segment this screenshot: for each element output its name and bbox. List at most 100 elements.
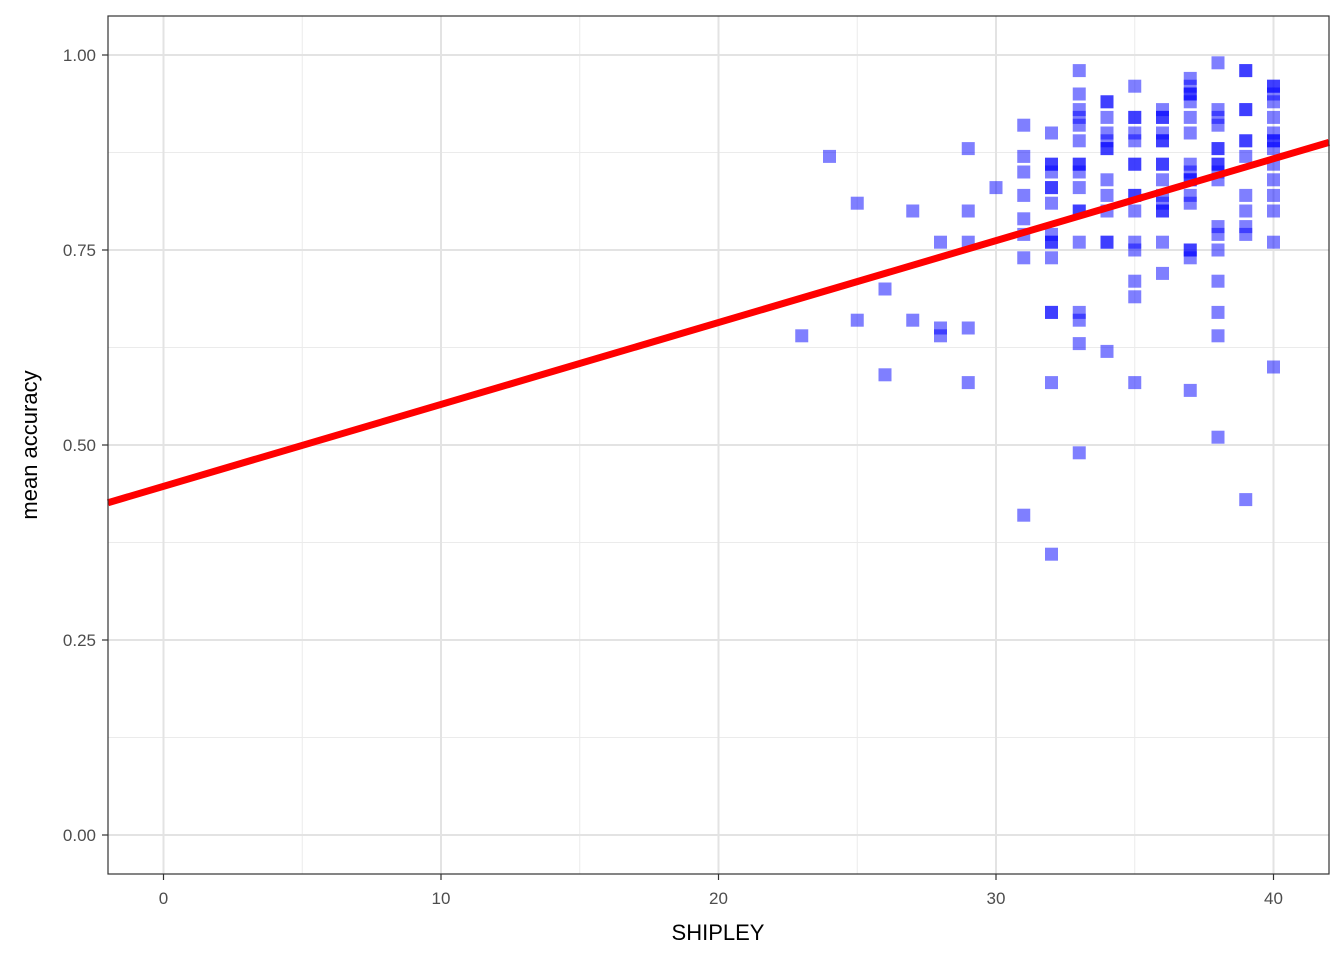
data-point — [1183, 251, 1197, 265]
x-tick-label: 0 — [159, 889, 168, 908]
data-point — [1072, 337, 1086, 351]
data-point — [961, 321, 975, 335]
data-point — [1267, 95, 1280, 109]
data-point — [1239, 204, 1253, 218]
data-point — [1045, 165, 1058, 179]
data-point — [1045, 547, 1058, 561]
data-point — [934, 235, 947, 249]
data-point — [1211, 305, 1225, 319]
data-point — [1183, 95, 1197, 109]
data-point — [1128, 157, 1142, 171]
data-point — [1045, 376, 1058, 390]
data-point — [878, 368, 892, 382]
data-point — [1156, 110, 1169, 124]
data-point — [1045, 305, 1058, 319]
data-point — [1128, 110, 1142, 124]
data-point — [1267, 142, 1280, 156]
data-point — [1183, 126, 1197, 140]
data-point — [1183, 110, 1197, 124]
y-tick-label: 0.50 — [63, 436, 96, 455]
data-point — [1100, 344, 1114, 358]
data-point — [961, 142, 975, 156]
data-point — [1211, 430, 1225, 444]
data-point — [1267, 110, 1280, 124]
data-point — [1183, 196, 1197, 210]
data-point — [1211, 329, 1225, 343]
data-point — [1100, 235, 1114, 249]
data-point — [1211, 118, 1225, 132]
y-tick-label: 0.75 — [63, 241, 96, 260]
y-tick-label: 0.00 — [63, 826, 96, 845]
x-axis-ticks: 0 10 20 30 40 — [159, 874, 1283, 908]
data-point — [1128, 376, 1142, 390]
data-point — [1267, 173, 1280, 187]
data-point — [1045, 196, 1058, 210]
data-point — [934, 329, 947, 343]
data-point — [850, 196, 864, 210]
data-point — [1128, 243, 1142, 257]
data-point — [1156, 157, 1169, 171]
data-point — [1211, 243, 1225, 257]
data-point — [1211, 56, 1225, 70]
y-tick-label: 1.00 — [63, 46, 96, 65]
y-axis-ticks: 0.00 0.25 0.50 0.75 1.00 — [63, 46, 108, 845]
data-point — [1239, 103, 1253, 117]
data-point — [1128, 274, 1142, 288]
data-point — [1045, 181, 1058, 195]
x-tick-label: 30 — [987, 889, 1006, 908]
data-point — [1072, 134, 1086, 148]
data-point — [1267, 235, 1280, 249]
y-tick-label: 0.25 — [63, 631, 96, 650]
data-point — [1239, 188, 1253, 202]
data-point — [1072, 235, 1086, 249]
data-point — [1128, 134, 1142, 148]
data-point — [906, 204, 920, 218]
data-point — [989, 181, 1003, 195]
data-point — [1183, 383, 1197, 397]
data-point — [1017, 165, 1031, 179]
data-point — [1267, 204, 1280, 218]
data-point — [1017, 149, 1031, 163]
data-point — [795, 329, 809, 343]
data-point — [1072, 118, 1086, 132]
data-point — [1072, 446, 1086, 460]
data-point — [961, 204, 975, 218]
data-point — [1017, 251, 1031, 265]
data-point — [1100, 188, 1114, 202]
data-point — [1128, 79, 1142, 93]
data-point — [1045, 235, 1058, 249]
data-point — [1072, 313, 1086, 327]
data-point — [961, 376, 975, 390]
data-point — [1072, 165, 1086, 179]
data-point — [1156, 266, 1169, 280]
y-axis-title: mean accuracy — [17, 370, 42, 519]
data-point — [1267, 360, 1280, 374]
data-point — [1072, 87, 1086, 101]
data-point — [1211, 227, 1225, 241]
data-point — [1017, 188, 1031, 202]
data-point — [1239, 227, 1253, 241]
data-point — [823, 149, 836, 163]
data-point — [1100, 110, 1114, 124]
data-point — [1239, 64, 1253, 78]
data-point — [1239, 134, 1253, 148]
data-point — [1017, 118, 1031, 132]
x-tick-label: 10 — [432, 889, 451, 908]
data-point — [1156, 173, 1169, 187]
data-point — [1239, 493, 1253, 507]
data-point — [1128, 290, 1142, 304]
data-point — [906, 313, 920, 327]
data-point — [1017, 508, 1031, 522]
data-point — [1045, 251, 1058, 265]
data-point — [1156, 235, 1169, 249]
trend-line — [107, 139, 1330, 507]
x-tick-label: 40 — [1264, 889, 1283, 908]
data-point — [1072, 181, 1086, 195]
data-point — [1017, 212, 1031, 226]
data-point — [1100, 95, 1114, 109]
data-point — [1211, 274, 1225, 288]
data-point — [850, 313, 864, 327]
data-point — [878, 282, 892, 296]
data-point — [1239, 149, 1253, 163]
